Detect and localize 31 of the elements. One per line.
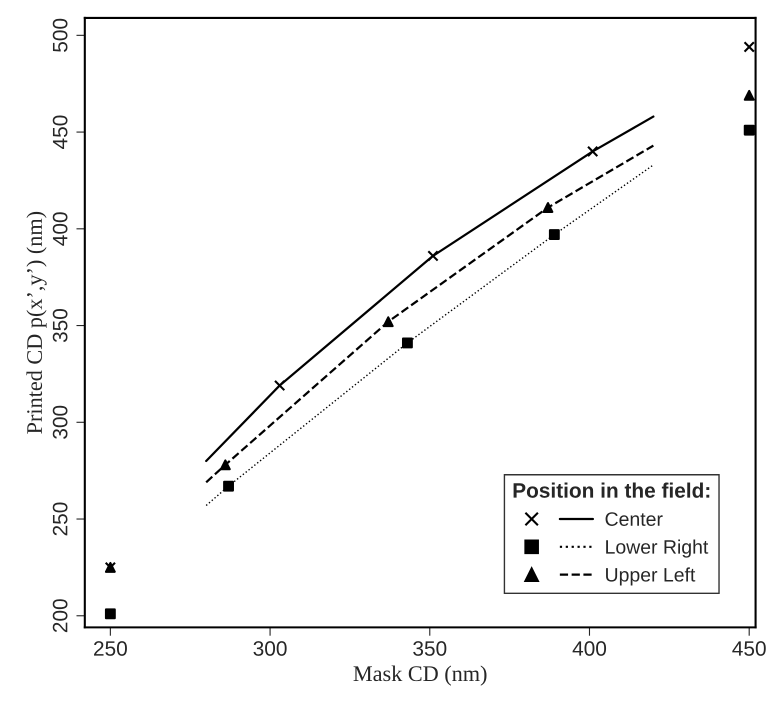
point [220,459,231,470]
point [104,608,116,620]
point [744,90,755,101]
point [744,124,755,136]
point [223,480,234,492]
point [382,316,394,328]
x-tick-label: 250 [94,641,127,656]
point [743,41,755,53]
point [427,250,439,262]
y-tick-label: 500 [52,18,68,52]
point [548,229,560,240]
point [402,338,413,348]
point [586,146,598,158]
point [542,202,554,213]
y-tick-label: 300 [52,406,68,439]
y-tick-label: 250 [52,502,68,536]
legend-label: Lower Right [606,540,708,558]
point [274,380,286,392]
x-tick-label: 300 [253,641,287,656]
y-tick-label: 400 [52,212,68,246]
y-axis-title: Printed CD p(x’,y’) (nm) [26,212,47,434]
legend-label: Upper Left [606,567,696,586]
legend-label: Center [606,512,663,526]
y-tick-label: 350 [52,308,68,342]
y-tick-label: 200 [52,599,68,632]
x-tick-label: 450 [732,641,766,656]
legend-title: Position in the field: [514,482,710,498]
x-axis-title: Mask CD (nm) [354,666,486,686]
x-tick-label: 350 [413,641,446,656]
y-tick-label: 450 [52,116,68,149]
x-tick-label: 400 [572,641,606,656]
